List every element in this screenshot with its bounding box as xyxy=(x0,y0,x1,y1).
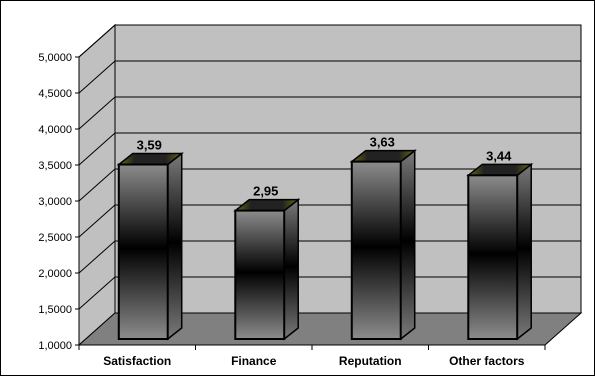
category-label: Other factors xyxy=(449,354,525,368)
bar xyxy=(467,174,519,340)
gridline-side xyxy=(78,240,116,274)
gridline-side xyxy=(78,132,116,166)
bar xyxy=(117,163,169,340)
gridline-side xyxy=(78,168,116,202)
y-tick-label: 4,0000 xyxy=(38,124,72,136)
value-label: 3,44 xyxy=(486,148,512,163)
bar-side xyxy=(166,151,183,341)
bar-side xyxy=(283,198,299,341)
chart-labels: 1,0000 1,5000 2,0000 2,5000 3,0000 3,5000 4,00… xyxy=(38,52,524,368)
gridline-side xyxy=(78,60,116,94)
gridline-side xyxy=(78,24,116,58)
category-label: Satisfaction xyxy=(103,354,171,368)
y-tick-label: 1,5000 xyxy=(38,304,72,316)
gridline-side xyxy=(78,276,116,310)
value-label: 3,59 xyxy=(137,138,162,153)
bar xyxy=(234,209,286,340)
y-tick-label: 3,0000 xyxy=(38,196,72,208)
y-tick-label: 1,0000 xyxy=(38,340,72,352)
bar-side xyxy=(516,162,532,341)
bar xyxy=(350,160,402,340)
y-tick-label: 2,0000 xyxy=(38,268,72,280)
bar-side xyxy=(399,149,416,341)
gridline-side xyxy=(78,204,116,238)
category-label: Reputation xyxy=(339,354,402,368)
y-tick-label: 2,5000 xyxy=(38,232,72,244)
value-label: 2,95 xyxy=(253,184,278,199)
y-tick-label: 4,5000 xyxy=(38,88,72,100)
category-label: Finance xyxy=(231,354,277,368)
y-tick-label: 3,5000 xyxy=(38,160,72,172)
chart-bars xyxy=(116,149,534,341)
gridline-side xyxy=(78,96,116,130)
value-label: 3,63 xyxy=(370,135,395,150)
y-tick-label: 5,0000 xyxy=(38,52,72,64)
